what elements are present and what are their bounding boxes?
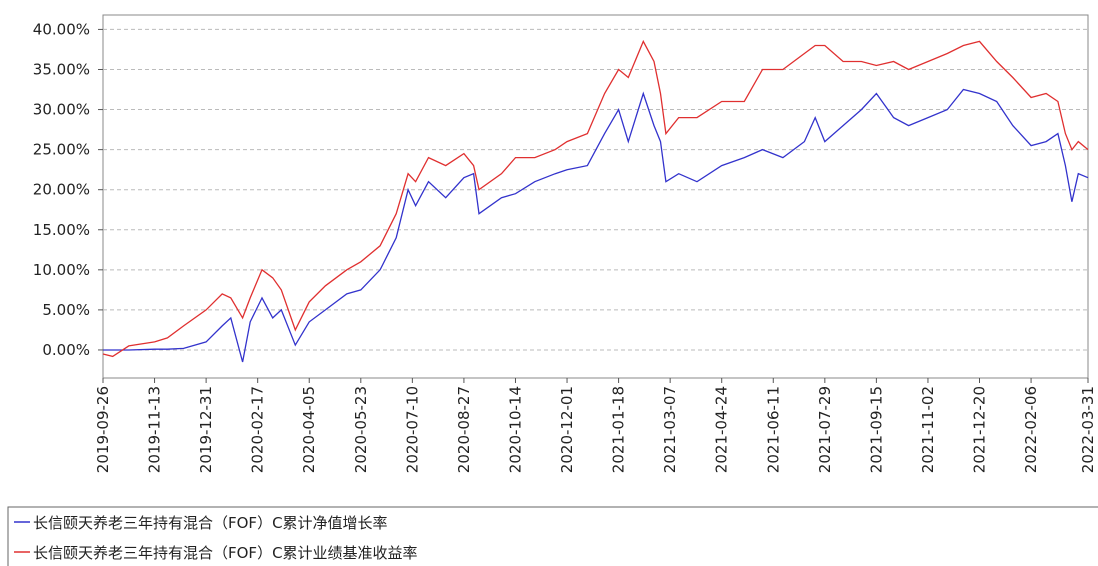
x-tick-label: 2020-12-01 xyxy=(558,386,576,473)
x-tick-label: 2021-12-20 xyxy=(971,386,989,473)
x-tick-label: 2022-03-31 xyxy=(1079,386,1097,473)
x-tick-label: 2021-01-18 xyxy=(610,386,628,473)
y-tick-label: 30.00% xyxy=(33,101,90,119)
x-tick-label: 2019-09-26 xyxy=(94,386,112,473)
x-tick-label: 2021-09-15 xyxy=(867,386,885,473)
x-tick-label: 2020-10-14 xyxy=(506,386,524,473)
x-tick-label: 2021-07-29 xyxy=(816,386,834,473)
y-tick-label: 35.00% xyxy=(33,60,90,78)
x-tick-label: 2020-04-05 xyxy=(300,386,318,473)
y-tick-label: 25.00% xyxy=(33,141,90,159)
series-line xyxy=(103,88,1089,363)
legend-label: 长信颐天养老三年持有混合（FOF）C累计业绩基准收益率 xyxy=(33,544,418,562)
x-tick-label: 2019-12-31 xyxy=(197,386,215,473)
x-tick-label: 2022-02-06 xyxy=(1022,386,1040,473)
x-tick-label: 2020-05-23 xyxy=(352,386,370,473)
y-tick-label: 0.00% xyxy=(42,341,90,359)
legend-label: 长信颐天养老三年持有混合（FOF）C累计净值增长率 xyxy=(33,514,388,532)
y-tick-label: 5.00% xyxy=(42,301,90,319)
y-tick-label: 20.00% xyxy=(33,181,90,199)
y-tick-label: 10.00% xyxy=(33,261,90,279)
x-tick-label: 2021-06-11 xyxy=(764,386,782,473)
x-tick-label: 2020-07-10 xyxy=(403,386,421,473)
plot-area xyxy=(102,14,1089,379)
x-tick-label: 2021-04-24 xyxy=(713,386,731,473)
y-tick-label: 15.00% xyxy=(33,221,90,239)
x-tick-label: 2021-11-02 xyxy=(919,386,937,473)
x-tick-label: 2021-03-07 xyxy=(661,386,679,473)
series-line xyxy=(102,39,1089,358)
x-tick-label: 2020-08-27 xyxy=(455,386,473,473)
x-tick-label: 2020-02-17 xyxy=(249,386,267,473)
y-tick-label: 40.00% xyxy=(33,20,90,38)
legend-box xyxy=(7,506,1098,566)
x-tick-label: 2019-11-13 xyxy=(146,386,164,473)
